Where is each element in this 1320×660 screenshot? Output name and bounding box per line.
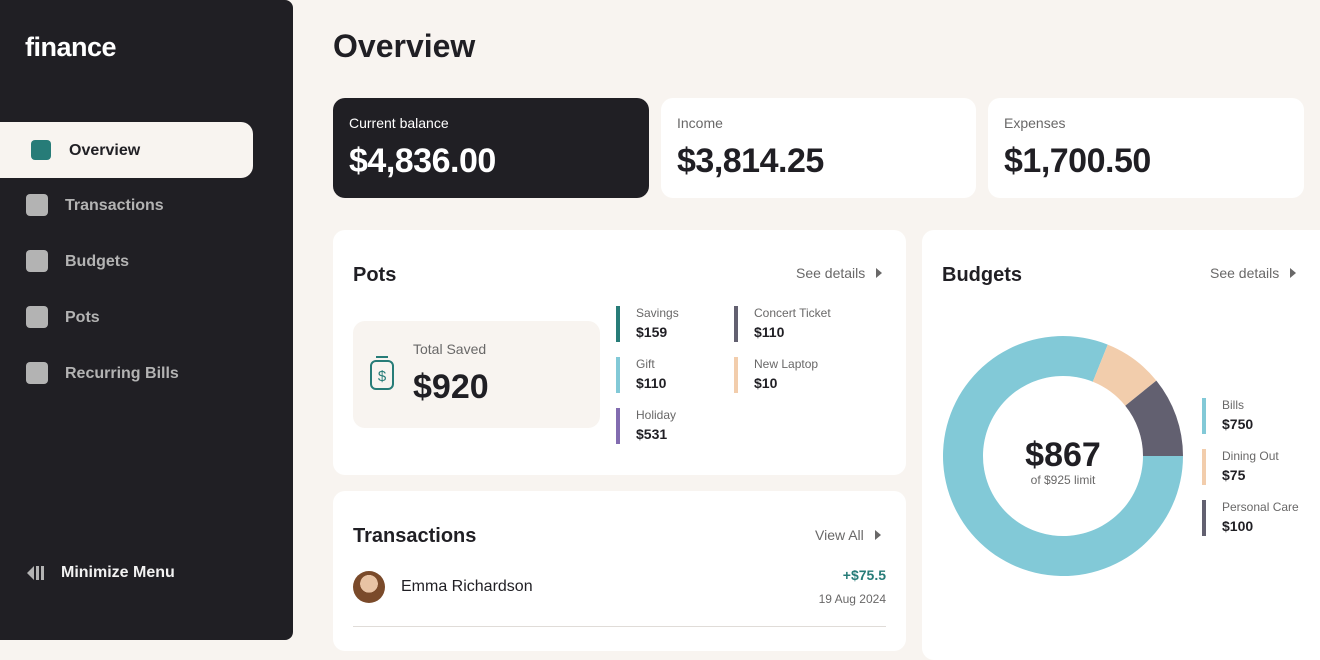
summary-value: $4,836.00 xyxy=(349,142,496,180)
donut-segment xyxy=(1125,380,1183,456)
avatar xyxy=(353,571,385,603)
section-title: Pots xyxy=(353,264,397,286)
pot-amount: $110 xyxy=(636,375,667,391)
section-title: Transactions xyxy=(353,525,477,547)
total-saved-box: $ Total Saved $920 xyxy=(353,321,600,428)
legend-value: $75 xyxy=(1222,467,1246,483)
legend-item: Dining Out $75 xyxy=(1202,449,1320,485)
transaction-name: Emma Richardson xyxy=(401,578,533,595)
nav-label: Pots xyxy=(65,309,100,326)
pot-item: Holiday $531 xyxy=(616,408,746,444)
pot-amount: $531 xyxy=(636,426,668,442)
pot-name: Gift xyxy=(636,357,655,371)
view-all[interactable]: View All xyxy=(815,527,881,543)
see-details[interactable]: See details xyxy=(1210,265,1296,281)
pot-amount: $159 xyxy=(636,324,668,340)
minimize-label: Minimize Menu xyxy=(61,564,175,581)
svg-text:$: $ xyxy=(378,368,387,385)
nav-item[interactable]: Budgets xyxy=(0,234,253,290)
nav-label: Recurring Bills xyxy=(65,365,179,382)
nav-icon xyxy=(26,250,48,272)
pot-icon: $ xyxy=(370,356,394,390)
legend-value: $100 xyxy=(1222,518,1254,534)
nav-icon xyxy=(26,306,48,328)
section-title: Budgets xyxy=(942,264,1022,286)
balance-card: Current balance $4,836.00 xyxy=(333,98,649,198)
total-label: Total Saved xyxy=(413,341,487,357)
transactions-card: Transactions View All Emma Richardson +$… xyxy=(333,491,906,651)
summary-value: $3,814.25 xyxy=(677,142,824,180)
nav-icon xyxy=(26,362,48,384)
nav-item[interactable]: Overview xyxy=(0,122,253,178)
pot-name: Savings xyxy=(636,306,679,320)
summary-label: Expenses xyxy=(1004,115,1066,131)
nav-item[interactable]: Pots xyxy=(0,290,253,346)
summary-value: $1,700.50 xyxy=(1004,142,1151,180)
pots-card: Pots See details $ Total Saved $920 Savi… xyxy=(333,230,906,475)
sidebar: finance Minimize Menu Overview Transactio… xyxy=(0,0,293,640)
legend-item: Personal Care $100 xyxy=(1202,500,1320,536)
expenses-card: Expenses $1,700.50 xyxy=(988,98,1304,198)
divider xyxy=(353,626,886,627)
total-value: $920 xyxy=(413,368,489,406)
nav-item[interactable]: Recurring Bills xyxy=(0,346,253,402)
transaction-amount: +$75.5 xyxy=(842,567,886,583)
budgets-card: Budgets See details $867 of $925 limit Bi… xyxy=(922,230,1320,660)
pot-amount: $10 xyxy=(754,375,778,391)
summary-label: Current balance xyxy=(349,115,449,131)
legend-item: Bills $750 xyxy=(1202,398,1320,434)
pot-item: Concert Ticket $110 xyxy=(734,306,864,342)
minimize-icon xyxy=(27,566,44,580)
transaction-date: 19 Aug 2024 xyxy=(818,592,886,606)
see-details[interactable]: See details xyxy=(796,265,882,281)
nav-item[interactable]: Transactions xyxy=(0,178,253,234)
summary-label: Income xyxy=(677,115,723,131)
donut-center xyxy=(1001,394,1125,518)
pot-item: New Laptop $10 xyxy=(734,357,864,393)
legend-value: $750 xyxy=(1222,416,1254,432)
logo: finance xyxy=(25,32,117,62)
income-card: Income $3,814.25 xyxy=(661,98,976,198)
page: finance Minimize Menu Overview Transactio… xyxy=(0,0,1320,640)
nav-label: Budgets xyxy=(65,253,129,270)
donut-segment xyxy=(943,336,1183,576)
legend-name: Bills xyxy=(1222,398,1245,412)
nav-icon xyxy=(31,140,51,160)
donut-segment xyxy=(1092,344,1157,406)
nav-label: Transactions xyxy=(65,197,164,214)
pot-name: New Laptop xyxy=(754,357,819,371)
minimize-menu[interactable]: Minimize Menu xyxy=(25,563,225,583)
legend-name: Personal Care xyxy=(1222,500,1299,514)
pot-item: Gift $110 xyxy=(616,357,746,393)
pot-item: Savings $159 xyxy=(616,306,746,342)
donut-caption: of $925 limit xyxy=(1031,473,1096,487)
nav-label: Overview xyxy=(69,142,141,159)
legend-name: Dining Out xyxy=(1222,449,1279,463)
page-title: Overview xyxy=(333,28,476,64)
donut-value: $867 xyxy=(1025,436,1101,474)
pot-name: Concert Ticket xyxy=(754,306,831,320)
pot-amount: $110 xyxy=(754,324,785,340)
pot-name: Holiday xyxy=(636,408,677,422)
nav-icon xyxy=(26,194,48,216)
